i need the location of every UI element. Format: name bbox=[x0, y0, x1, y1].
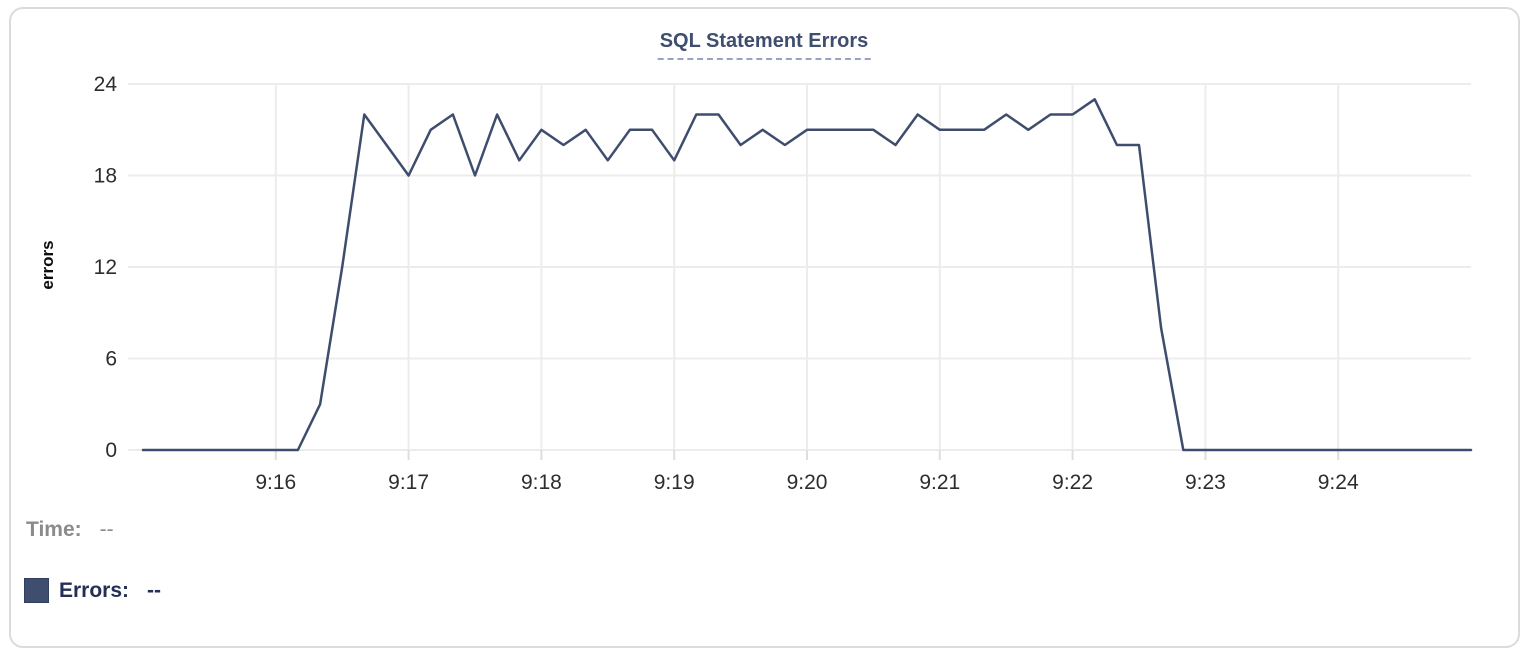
y-tick-label: 6 bbox=[105, 348, 117, 371]
time-value: -- bbox=[99, 518, 114, 541]
x-tick-label: 9:17 bbox=[388, 471, 429, 494]
x-tick-label: 9:21 bbox=[919, 471, 960, 494]
x-tick-label: 9:23 bbox=[1185, 471, 1226, 494]
x-tick-label: 9:18 bbox=[521, 471, 562, 494]
y-tick-label: 0 bbox=[105, 439, 117, 462]
chart-panel bbox=[9, 7, 1520, 648]
x-tick-label: 9:19 bbox=[654, 471, 695, 494]
errors-label: Errors: bbox=[59, 578, 130, 602]
x-tick-label: 9:16 bbox=[255, 471, 296, 494]
y-tick-label: 24 bbox=[94, 73, 118, 96]
errors-series-swatch bbox=[24, 578, 49, 603]
legend-errors-row[interactable]: Errors: -- bbox=[24, 578, 161, 603]
errors-series-line bbox=[141, 98, 1473, 452]
x-tick-label: 9:20 bbox=[787, 471, 828, 494]
x-tick-label: 9:22 bbox=[1052, 471, 1093, 494]
y-tick-label: 12 bbox=[94, 256, 117, 279]
panel-title[interactable]: SQL Statement Errors bbox=[657, 30, 871, 60]
x-tick-label: 9:24 bbox=[1318, 471, 1359, 494]
errors-value: -- bbox=[147, 578, 162, 602]
hover-time-row: Time: -- bbox=[26, 518, 159, 542]
time-label: Time: bbox=[26, 518, 82, 541]
y-tick-label: 18 bbox=[94, 165, 117, 188]
hover-readout: Time: -- Errors: -- bbox=[24, 518, 161, 603]
